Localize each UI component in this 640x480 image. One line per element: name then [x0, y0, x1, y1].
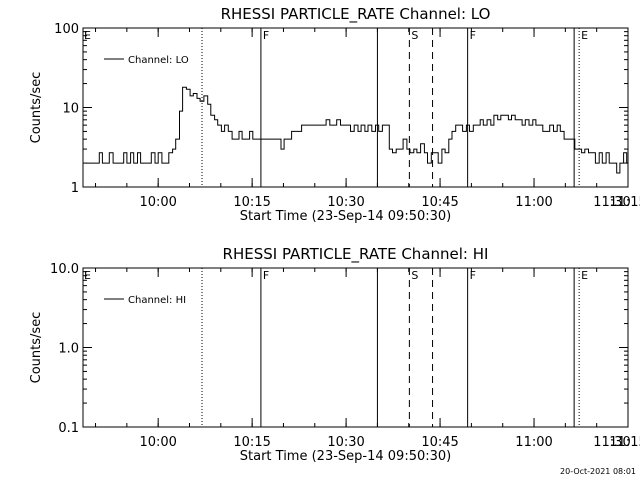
panel-lo: RHESSI PARTICLE_RATE Channel: LO 1 10 100 10… [29, 5, 640, 224]
event-marker-label: E [84, 29, 91, 42]
event-marker-label: S [411, 29, 418, 42]
event-marker-label: F [470, 269, 476, 282]
y-tick-label: 0.1 [58, 421, 79, 436]
y-tick-label: 10 [62, 102, 79, 117]
timestamp-stamp: 20-Oct-2021 08:01 [560, 467, 636, 476]
x-tick-label: 10:30 [327, 195, 364, 210]
y-tick-label: 1 [71, 181, 79, 196]
event-marker-label: S [411, 269, 418, 282]
chart-title: RHESSI PARTICLE_RATE Channel: LO [221, 5, 491, 24]
panel-hi: RHESSI PARTICLE_RATE Channel: HI 0.1 1.0 10… [29, 245, 640, 464]
y-tick-label: 100 [54, 22, 79, 37]
x-tick-label: 10:45 [421, 195, 458, 210]
x-tick-label: 10:30 [327, 435, 364, 450]
x-tick-label: 11:00 [515, 435, 552, 450]
series-line [86, 86, 629, 187]
event-marker-label: E [84, 269, 91, 282]
y-tick-label: 1.0 [58, 342, 79, 357]
legend-label: Channel: HI [128, 295, 186, 306]
x-tick-label: 10:45 [421, 435, 458, 450]
event-marker-label: F [263, 269, 269, 282]
x-tick-label: 10:15 [233, 195, 270, 210]
x-tick-label: 10:00 [139, 195, 176, 210]
plot-frame [82, 267, 629, 428]
event-marker-label: F [470, 29, 476, 42]
y-tick-label: 10.0 [50, 262, 79, 277]
event-marker-label: F [263, 29, 269, 42]
x-tick-label: 11:30 [593, 195, 630, 210]
x-axis-title: Start Time (23-Sep-14 09:50:30) [240, 449, 451, 464]
x-tick-label: 10:15 [233, 435, 270, 450]
x-tick-label: 10:00 [139, 435, 176, 450]
chart-title: RHESSI PARTICLE_RATE Channel: HI [223, 245, 489, 264]
x-tick-label: 11:15 [609, 195, 640, 210]
x-tick-label: 11:15 [609, 435, 640, 450]
x-tick-label: 11:00 [515, 195, 552, 210]
x-tick-label: 11:30 [593, 435, 630, 450]
y-axis-title: Counts/sec [29, 312, 44, 384]
event-marker-label: E [581, 29, 588, 42]
event-marker-label: E [581, 269, 588, 282]
legend-label: Channel: LO [128, 55, 189, 66]
y-axis-title: Counts/sec [29, 72, 44, 144]
x-axis-title: Start Time (23-Sep-14 09:50:30) [240, 209, 451, 224]
